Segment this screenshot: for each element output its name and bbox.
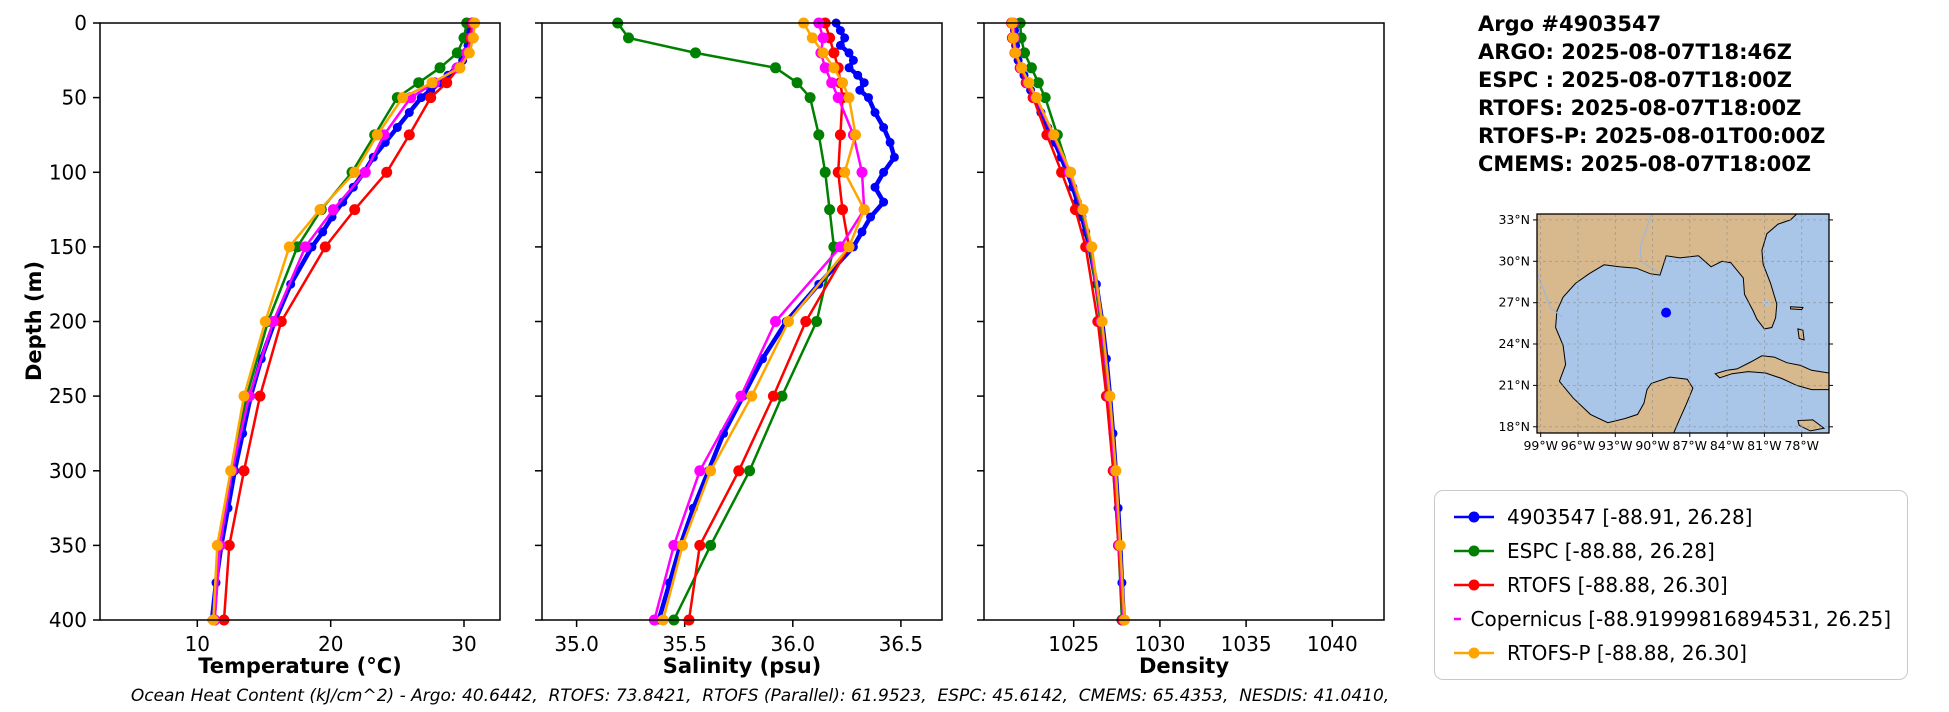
salinity-panel: 35.0 35.5 36.0 36.5 Salinity (psu) xyxy=(535,17,943,678)
depth-axis-label: Depth (m) xyxy=(22,260,46,382)
legend-label: Copernicus [-88.91999816894531, 26.25] xyxy=(1470,607,1892,631)
salinity-plot: 35.0 35.5 36.0 36.5 xyxy=(535,17,943,656)
legend-item: RTOFS-P [-88.88, 26.30] xyxy=(1451,639,1891,667)
svg-text:78°W: 78°W xyxy=(1784,438,1819,453)
timestamp-line: CMEMS: 2025-08-07T18:00Z xyxy=(1478,152,1812,176)
density-plot: 1025 1030 1035 1040 xyxy=(977,17,1385,656)
legend-item: Copernicus [-88.91999816894531, 26.25] xyxy=(1451,605,1891,633)
legend-label: RTOFS [-88.88, 26.30] xyxy=(1507,573,1728,597)
svg-text:35.0: 35.0 xyxy=(554,632,599,656)
svg-text:36.0: 36.0 xyxy=(771,632,816,656)
salinity-axis-label: Salinity (psu) xyxy=(662,654,822,678)
info-block: Argo #4903547 ARGO: 2025-08-07T18:46Z ESP… xyxy=(1478,10,1825,178)
ocean-heat-content-caption: Ocean Heat Content (kJ/cm^2) - Argo: 40.… xyxy=(130,686,1390,706)
svg-text:50: 50 xyxy=(62,86,87,110)
temperature-panel: 10 20 30 0 50 100 150 200 250 300 350 400 Temperatu… xyxy=(49,11,501,678)
float-position-marker xyxy=(1661,307,1672,318)
svg-text:150: 150 xyxy=(49,235,87,259)
legend-item: ESPC [-88.88, 26.28] xyxy=(1451,537,1891,565)
svg-text:33°N: 33°N xyxy=(1498,212,1530,227)
location-map: 99°W 96°W 93°W 90°W 87°W 84°W 81°W 78°W 18°N 21°N… xyxy=(1498,206,1847,460)
legend-line-marker-icon xyxy=(1454,545,1494,557)
density-panel: 1025 1030 1035 1040 Density xyxy=(977,17,1385,678)
legend-line-marker-icon xyxy=(1454,579,1494,591)
svg-text:0: 0 xyxy=(74,11,87,35)
legend-line-marker-icon xyxy=(1454,617,1461,621)
svg-text:27°N: 27°N xyxy=(1498,295,1530,310)
timestamp-lines: ARGO: 2025-08-07T18:46Z ESPC : 2025-08-07… xyxy=(1478,38,1825,178)
legend: 4903547 [-88.91, 26.28] ESPC [-88.88, 26.… xyxy=(1434,490,1908,680)
legend-label: 4903547 [-88.91, 26.28] xyxy=(1507,505,1753,529)
legend-item: 4903547 [-88.91, 26.28] xyxy=(1451,503,1891,531)
svg-text:30: 30 xyxy=(451,632,476,656)
svg-text:30°N: 30°N xyxy=(1498,253,1530,268)
legend-line-marker-icon xyxy=(1454,511,1494,523)
svg-text:24°N: 24°N xyxy=(1498,336,1530,351)
svg-text:90°W: 90°W xyxy=(1635,438,1670,453)
svg-text:99°W: 99°W xyxy=(1523,438,1558,453)
svg-text:300: 300 xyxy=(49,459,87,483)
svg-text:1040: 1040 xyxy=(1307,632,1358,656)
svg-text:400: 400 xyxy=(49,608,87,632)
timestamp-line: RTOFS: 2025-08-07T18:00Z xyxy=(1478,96,1802,120)
timestamp-line: RTOFS-P: 2025-08-01T00:00Z xyxy=(1478,124,1826,148)
svg-text:1035: 1035 xyxy=(1221,632,1272,656)
svg-text:93°W: 93°W xyxy=(1598,438,1633,453)
legend-label: RTOFS-P [-88.88, 26.30] xyxy=(1507,641,1747,665)
svg-text:200: 200 xyxy=(49,310,87,334)
svg-text:81°W: 81°W xyxy=(1747,438,1782,453)
svg-text:87°W: 87°W xyxy=(1673,438,1708,453)
legend-item: RTOFS [-88.88, 26.30] xyxy=(1451,571,1891,599)
legend-line-marker-icon xyxy=(1454,647,1494,659)
svg-text:84°W: 84°W xyxy=(1710,438,1745,453)
legend-label: ESPC [-88.88, 26.28] xyxy=(1507,539,1715,563)
timestamp-line: ESPC : 2025-08-07T18:00Z xyxy=(1478,68,1793,92)
svg-text:1030: 1030 xyxy=(1134,632,1185,656)
float-title: Argo #4903547 xyxy=(1478,12,1662,36)
svg-text:21°N: 21°N xyxy=(1498,377,1530,392)
svg-text:250: 250 xyxy=(49,384,87,408)
svg-text:18°N: 18°N xyxy=(1498,419,1530,434)
svg-text:20: 20 xyxy=(318,632,343,656)
svg-text:96°W: 96°W xyxy=(1561,438,1596,453)
density-axis-label: Density xyxy=(1138,654,1230,678)
svg-text:350: 350 xyxy=(49,533,87,557)
gulf-of-mexico-map: 99°W 96°W 93°W 90°W 87°W 84°W 81°W 78°W 18°N 21°N… xyxy=(1498,212,1833,453)
svg-text:36.5: 36.5 xyxy=(879,632,924,656)
svg-text:35.5: 35.5 xyxy=(662,632,707,656)
svg-text:10: 10 xyxy=(185,632,210,656)
svg-text:100: 100 xyxy=(49,160,87,184)
svg-text:1025: 1025 xyxy=(1048,632,1099,656)
temperature-axis-label: Temperature (°C) xyxy=(198,654,402,678)
timestamp-line: ARGO: 2025-08-07T18:46Z xyxy=(1478,40,1792,64)
